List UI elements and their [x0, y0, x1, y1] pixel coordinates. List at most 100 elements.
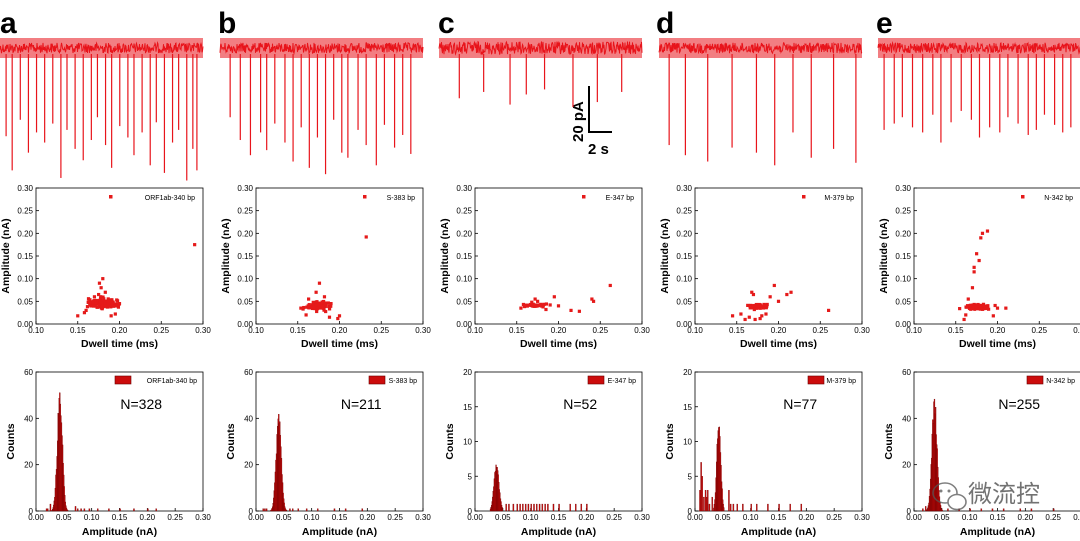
- x-axis-label: Dwell time (ms): [520, 338, 597, 350]
- scatter-point: [100, 306, 104, 310]
- wechat-icon: [932, 482, 967, 511]
- scatter-point: [100, 304, 104, 308]
- y-tick-label: 0.10: [17, 275, 33, 284]
- scatter-point: [730, 314, 735, 318]
- y-tick-label: 0.25: [237, 207, 253, 216]
- x-axis-label: Dwell time (ms): [301, 338, 378, 350]
- scatter-point: [751, 292, 756, 297]
- x-tick-label: 0.25: [1031, 326, 1047, 335]
- scatter-point: [116, 305, 121, 309]
- scatter-point: [569, 308, 573, 312]
- x-tick-label: 0.25: [826, 513, 842, 522]
- scatter-point: [995, 306, 1000, 310]
- scatter-point: [82, 311, 87, 315]
- trace-panel-e: [877, 38, 1080, 143]
- histogram-bar: [155, 508, 157, 512]
- histogram-bar: [108, 508, 110, 512]
- y-tick-label: 0.30: [456, 184, 472, 193]
- histogram-bar: [922, 508, 924, 512]
- legend-marker: [802, 195, 806, 199]
- y-tick-label: 20: [902, 461, 911, 470]
- scatter-point: [299, 306, 303, 310]
- scatter-point: [533, 297, 537, 301]
- y-tick-label: 40: [902, 414, 911, 423]
- histogram-bar: [505, 503, 507, 512]
- histogram-bar: [711, 496, 713, 512]
- y-tick-label: 0.20: [237, 229, 253, 238]
- y-tick-label: 0.20: [17, 229, 33, 238]
- y-axis-label: Counts: [444, 423, 456, 459]
- histogram-bar: [742, 503, 744, 512]
- scatter-point: [84, 308, 88, 312]
- scatter-point: [336, 316, 340, 321]
- scatter-panel-b: 0.10 0.15 0.20 0.25 0.30 0.00 0.05 0.10 0.15 0.20…: [220, 184, 431, 350]
- x-tick-label: 0.20: [1018, 513, 1034, 522]
- histogram-bar: [544, 503, 546, 512]
- scatter-point: [753, 304, 758, 308]
- x-tick-label: 0.20: [771, 326, 787, 335]
- x-tick-label: 0.20: [360, 513, 376, 522]
- scatter-point: [753, 317, 757, 322]
- histogram-bar: [705, 496, 708, 512]
- y-tick-label: 15: [683, 403, 692, 412]
- histogram-bar: [305, 508, 308, 512]
- trace-panel-b: [219, 38, 424, 175]
- scale-bar: 20 pA 2 s: [570, 86, 612, 158]
- histogram-bar: [536, 503, 538, 512]
- scatter-point: [971, 304, 975, 308]
- x-tick-label: 0.00: [467, 513, 483, 522]
- scatter-point: [577, 309, 581, 313]
- scatter-point: [519, 306, 523, 310]
- scatter-panel-d: 0.10 0.15 0.20 0.25 0.30 0.00 0.05 0.10 0.15 0.20…: [659, 184, 870, 350]
- x-tick-label: 0.05: [495, 513, 511, 522]
- x-tick-label: 0.30: [415, 326, 431, 335]
- scatter-point: [993, 303, 997, 308]
- y-tick-label: 0.25: [676, 207, 692, 216]
- y-tick-label: 0.20: [895, 229, 911, 238]
- scatter-point: [325, 301, 329, 305]
- scatter-point: [530, 300, 534, 304]
- scatter-point: [536, 299, 540, 303]
- scatter-point: [591, 299, 596, 303]
- scatter-point: [764, 312, 768, 316]
- scatter-point: [113, 304, 117, 308]
- scatter-point: [302, 305, 306, 310]
- x-tick-label: 0.25: [606, 513, 622, 522]
- scatter-point: [76, 314, 80, 318]
- histogram-bar: [292, 508, 294, 512]
- scatter-point: [317, 281, 322, 285]
- histogram-bar: [83, 508, 86, 512]
- legend-label: M-379 bp: [824, 195, 854, 202]
- histogram-bar: [516, 503, 519, 512]
- scatter-point: [98, 296, 103, 301]
- histogram-bar: [519, 503, 521, 512]
- histogram-bar: [289, 508, 291, 512]
- scatter-point: [307, 303, 311, 307]
- scatter-point: [978, 304, 982, 308]
- scatter-point: [89, 304, 93, 308]
- scatter-point: [977, 258, 981, 263]
- scatter-point: [103, 302, 107, 307]
- histogram-bar: [558, 503, 560, 512]
- x-tick-label: 0.30: [634, 513, 650, 522]
- scatter-panel-a: 0.10 0.15 0.20 0.25 0.30 0.00 0.05 0.10 0.15 0.20…: [0, 184, 211, 350]
- scatter-point: [776, 299, 781, 303]
- histogram-bar: [46, 508, 49, 512]
- watermark-text: 微流控: [968, 480, 1040, 508]
- scatter-point: [979, 236, 983, 240]
- scatter-point: [307, 305, 311, 309]
- scatter-point: [364, 235, 368, 239]
- scatter-point: [969, 307, 973, 311]
- y-tick-label: 0.10: [895, 275, 911, 284]
- scatter-point: [327, 304, 331, 309]
- scatter-point: [975, 252, 979, 256]
- scatter-point: [109, 314, 113, 318]
- scatter-point: [317, 302, 321, 306]
- y-tick-label: 0.10: [237, 275, 253, 284]
- scatter-point: [538, 303, 543, 307]
- histogram-bar: [527, 503, 530, 512]
- y-tick-label: 40: [244, 414, 253, 423]
- scatter-point: [980, 231, 985, 235]
- legend-label: ORF1ab-340 bp: [147, 378, 197, 385]
- histogram-bar: [547, 503, 549, 512]
